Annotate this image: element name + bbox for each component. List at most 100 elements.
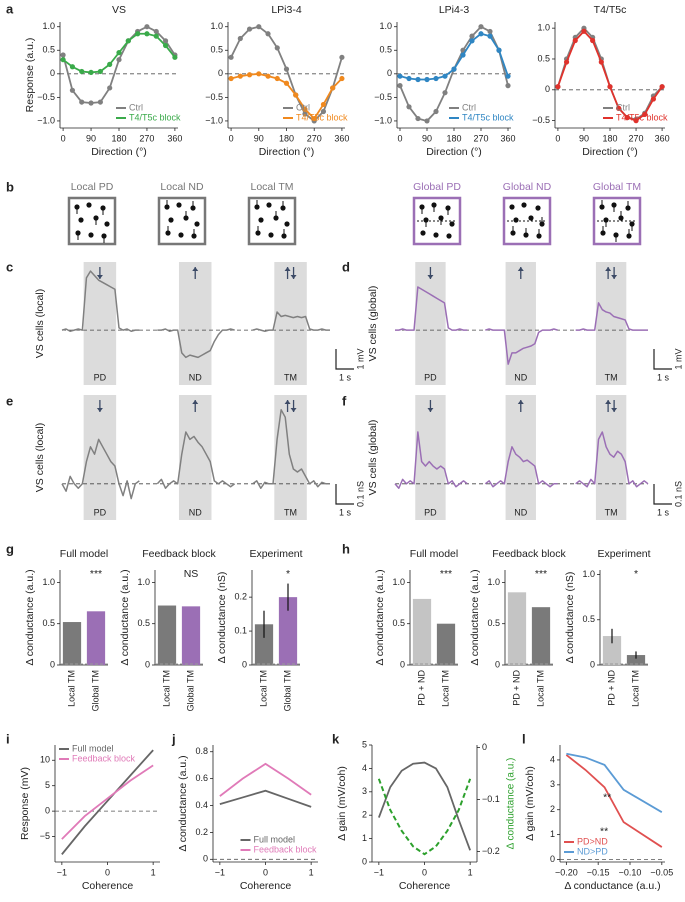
y-tick-label: 0.6 (195, 773, 208, 783)
stimulus-label: Global ND (503, 181, 552, 193)
marker (302, 106, 308, 112)
y-tick-label: 0.5 (487, 618, 500, 628)
stimulus-dot (284, 221, 290, 227)
marker (659, 84, 665, 90)
stimulus-dot (176, 202, 182, 208)
x-tick-label: 180 (446, 133, 461, 143)
marker (265, 31, 271, 37)
x-tick-label: Global TM (282, 670, 292, 711)
y-tick-label: 5 (45, 780, 50, 790)
x-tick-label: 360 (334, 133, 349, 143)
chart-title: Full model (60, 548, 108, 560)
series-line (219, 789, 312, 808)
panel-letter: a (6, 1, 14, 16)
y-tick-label: −0.5 (205, 92, 223, 102)
y-tick-label: 0 (45, 806, 50, 816)
scale-y-label: 0.1 nS (355, 481, 365, 507)
marker (563, 59, 570, 65)
stimulus-window (83, 395, 117, 520)
x-tick-label: Local TM (66, 670, 76, 707)
marker (487, 33, 493, 39)
series-line (61, 764, 154, 840)
scale-y-label: 1 mV (673, 348, 683, 369)
x-axis-label: Direction (°) (259, 146, 315, 158)
legend-label: PD>ND (577, 836, 608, 846)
y-axis-label: Δ conductance (a.u.) (177, 755, 189, 851)
y-axis-label: Δ conductance (a.u.) (469, 569, 481, 665)
arrow-head (284, 400, 291, 404)
marker (624, 114, 630, 121)
y-tick-label: 1.0 (137, 577, 150, 587)
y-axis-label: Δ conductance (nS) (216, 572, 228, 664)
y-axis-label: Δ conductance (a.u.) (119, 569, 131, 665)
panel-letter: f (342, 393, 347, 408)
y-tick-label: 1 (362, 833, 367, 843)
stimulus-window (274, 262, 307, 385)
marker (607, 84, 613, 90)
marker (406, 104, 412, 110)
y-tick-label: 1.0 (210, 21, 223, 31)
significance: * (634, 568, 638, 580)
y-tick-label: 0.2 (234, 592, 247, 602)
marker (265, 73, 271, 79)
x-tick-label: PD + ND (511, 670, 521, 706)
x-tick-label: 180 (279, 133, 294, 143)
y-tick-label: 4 (550, 754, 555, 764)
trace (61, 438, 140, 500)
marker (293, 92, 299, 98)
trace (485, 328, 558, 365)
scale-bar (335, 484, 354, 505)
y-axis-label: VS cells (global) (367, 420, 379, 496)
scale-x-label: 1 s (339, 507, 352, 517)
y-tick-label: 0.5 (537, 53, 550, 63)
panel-letter: d (342, 259, 350, 274)
x-axis-label: Coherence (240, 880, 292, 892)
x-tick-label: 360 (655, 133, 670, 143)
marker (339, 54, 345, 60)
arrow-head (290, 275, 297, 279)
legend-label: Full model (72, 743, 114, 753)
arrow-head (605, 400, 612, 404)
x-tick-label: 180 (111, 133, 126, 143)
legend-label: Ctrl (462, 102, 476, 112)
x-tick-label: 270 (307, 133, 322, 143)
marker (415, 76, 421, 83)
panel-letter: b (6, 179, 14, 194)
marker (256, 71, 262, 77)
annotation: ** (600, 825, 608, 837)
chart-title: Experiment (249, 548, 302, 560)
y-tick-label: 0.5 (42, 45, 55, 55)
bar (531, 607, 551, 665)
x-tick-label: 270 (629, 133, 644, 143)
x-tick-label: Global TM (185, 670, 195, 711)
arrow-head (284, 267, 291, 271)
x-tick-label: PD + ND (606, 670, 616, 706)
marker (469, 38, 475, 44)
trace (395, 286, 468, 331)
condition-label: TM (284, 372, 297, 382)
stimulus-dot (104, 221, 110, 227)
y-tick-label: 0.5 (210, 45, 223, 55)
marker (283, 66, 290, 72)
marker (274, 45, 280, 51)
marker (478, 31, 484, 37)
bar (62, 622, 82, 665)
stimulus-window (415, 262, 446, 385)
y-tick-label: −1.0 (205, 115, 223, 125)
y-tick-label: 0 (362, 856, 367, 866)
x-tick-label: 0 (397, 133, 402, 143)
marker (237, 73, 243, 79)
y-tick-label: 0.5 (392, 618, 405, 628)
arrow-head (192, 267, 199, 271)
marker (153, 28, 159, 35)
legend-label: T4/T5c block (462, 112, 514, 122)
series-line (377, 778, 472, 856)
y-tick-label: −1.0 (37, 115, 55, 125)
marker (633, 118, 639, 124)
x-tick-label: 270 (473, 133, 488, 143)
chart-title: Feedback block (142, 548, 216, 560)
stimulus-dot (446, 233, 452, 239)
stimulus-dot (528, 215, 534, 221)
marker (642, 111, 648, 118)
x-tick-label: −1 (215, 867, 225, 877)
